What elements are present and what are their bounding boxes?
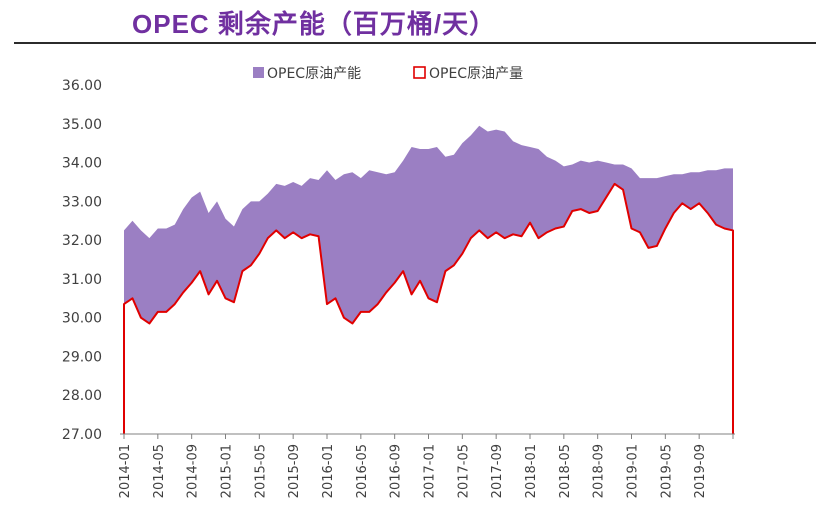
x-tick-label: 2016-09 bbox=[389, 444, 404, 498]
x-tick-label: 2017-09 bbox=[490, 444, 505, 498]
y-tick-label: 28.00 bbox=[62, 388, 102, 404]
legend-swatch-capacity bbox=[253, 67, 264, 78]
plot-area bbox=[123, 125, 734, 434]
x-tick-label: 2018-01 bbox=[524, 444, 539, 498]
x-tick-label: 2018-09 bbox=[592, 444, 607, 498]
y-tick-label: 30.00 bbox=[62, 311, 102, 327]
legend: OPEC原油产能 OPEC原油产量 bbox=[253, 66, 523, 82]
x-tick-label: 2014-09 bbox=[186, 444, 201, 498]
legend-label-production: OPEC原油产量 bbox=[429, 66, 523, 82]
x-tick-label: 2016-05 bbox=[355, 444, 370, 498]
y-tick-label: 27.00 bbox=[62, 427, 102, 443]
x-tick-label: 2015-09 bbox=[287, 444, 302, 498]
production-area bbox=[124, 183, 733, 434]
x-tick-label: 2014-05 bbox=[152, 444, 167, 498]
y-tick-label: 35.00 bbox=[62, 117, 102, 133]
production-line bbox=[123, 182, 734, 434]
x-axis: 2014-01 2014-05 2014-09 2015-01 2015-05 2015-… bbox=[118, 433, 735, 498]
x-tick-label: 2019-01 bbox=[626, 444, 641, 498]
y-tick-label: 31.00 bbox=[62, 272, 102, 288]
y-tick-label: 33.00 bbox=[62, 194, 102, 210]
x-tick-label: 2015-01 bbox=[220, 444, 235, 498]
x-tick-label: 2018-05 bbox=[558, 444, 573, 498]
y-tick-label: 34.00 bbox=[62, 156, 102, 172]
x-tick-label: 2017-05 bbox=[456, 444, 471, 498]
y-axis: 36.00 35.00 34.00 33.00 32.00 31.00 30.00 29.00… bbox=[62, 78, 102, 443]
x-tick-label: 2015-05 bbox=[253, 444, 268, 498]
y-tick-label: 32.00 bbox=[62, 233, 102, 249]
x-tick-label: 2016-01 bbox=[321, 444, 336, 498]
legend-swatch-production bbox=[413, 66, 426, 79]
y-tick-label: 36.00 bbox=[62, 78, 102, 94]
y-tick-label: 29.00 bbox=[62, 349, 102, 365]
legend-label-capacity: OPEC原油产能 bbox=[267, 66, 361, 82]
chart-title: OPEC 剩余产能（百万桶/天） bbox=[132, 9, 497, 39]
x-tick-label: 2017-01 bbox=[423, 444, 438, 498]
x-tick-label: 2014-01 bbox=[118, 444, 133, 498]
x-tick-label: 2019-09 bbox=[693, 444, 708, 498]
title-rule bbox=[14, 42, 816, 44]
x-tick-label: 2019-05 bbox=[659, 444, 674, 498]
